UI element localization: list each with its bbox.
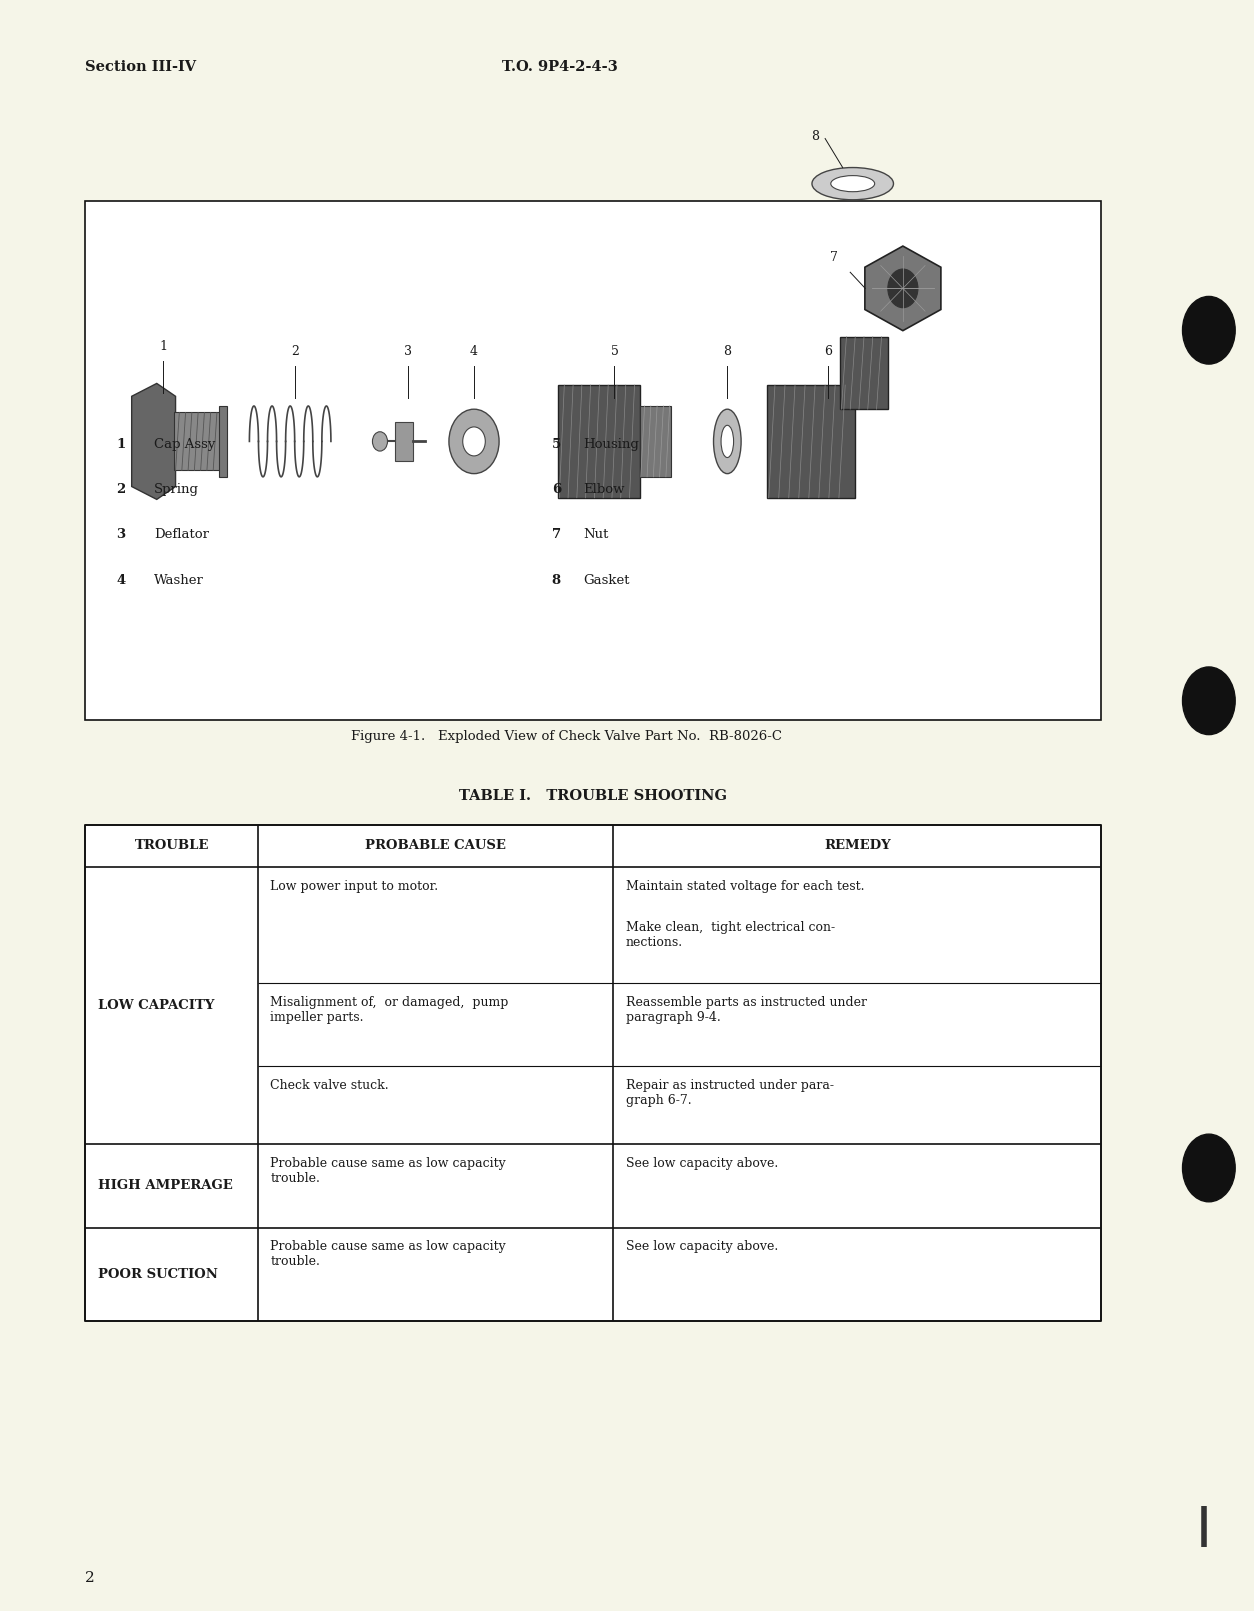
- Text: 3: 3: [117, 528, 125, 541]
- Bar: [174, 412, 222, 470]
- Ellipse shape: [714, 409, 741, 474]
- Text: 8: 8: [811, 130, 819, 143]
- Text: Deflator: Deflator: [154, 528, 209, 541]
- Text: Repair as instructed under para-
graph 6-7.: Repair as instructed under para- graph 6…: [626, 1079, 834, 1107]
- Text: Cap Assy: Cap Assy: [154, 438, 216, 451]
- Text: 3: 3: [404, 345, 411, 358]
- Text: 5: 5: [611, 345, 618, 358]
- Text: 4: 4: [117, 574, 125, 586]
- Text: Elbow: Elbow: [583, 483, 624, 496]
- Bar: [219, 406, 227, 477]
- Circle shape: [1183, 296, 1235, 364]
- Text: Nut: Nut: [583, 528, 608, 541]
- Text: 5: 5: [552, 438, 561, 451]
- Bar: [558, 385, 640, 498]
- Ellipse shape: [830, 176, 875, 192]
- Text: LOW CAPACITY: LOW CAPACITY: [98, 999, 214, 1012]
- Text: See low capacity above.: See low capacity above.: [626, 1157, 779, 1170]
- Text: 2: 2: [117, 483, 125, 496]
- Bar: [640, 406, 671, 477]
- Polygon shape: [865, 246, 940, 330]
- Text: 8: 8: [552, 574, 561, 586]
- Text: Spring: Spring: [154, 483, 199, 496]
- Text: 4: 4: [470, 345, 478, 358]
- Text: Reassemble parts as instructed under
paragraph 9-4.: Reassemble parts as instructed under par…: [626, 996, 867, 1023]
- Text: Probable cause same as low capacity
trouble.: Probable cause same as low capacity trou…: [271, 1157, 507, 1184]
- Text: 6: 6: [552, 483, 561, 496]
- Text: 7: 7: [830, 251, 838, 264]
- Circle shape: [888, 269, 918, 308]
- Text: Check valve stuck.: Check valve stuck.: [271, 1079, 389, 1092]
- Text: Make clean,  tight electrical con-
nections.: Make clean, tight electrical con- nectio…: [626, 921, 835, 949]
- Text: 1: 1: [159, 340, 167, 353]
- Text: 8: 8: [724, 345, 731, 358]
- Text: 2: 2: [85, 1571, 95, 1585]
- Bar: [85, 201, 1101, 720]
- Bar: [840, 337, 888, 409]
- Ellipse shape: [721, 425, 734, 458]
- Polygon shape: [132, 383, 176, 499]
- Text: 2: 2: [291, 345, 298, 358]
- Bar: [85, 825, 1101, 1321]
- Circle shape: [449, 409, 499, 474]
- Circle shape: [372, 432, 387, 451]
- Text: T.O. 9P4-2-4-3: T.O. 9P4-2-4-3: [502, 60, 617, 74]
- Bar: [767, 385, 855, 498]
- Text: PROBABLE CAUSE: PROBABLE CAUSE: [365, 839, 507, 852]
- Bar: [395, 422, 413, 461]
- Text: HIGH AMPERAGE: HIGH AMPERAGE: [98, 1179, 232, 1192]
- Text: POOR SUCTION: POOR SUCTION: [98, 1268, 218, 1281]
- Circle shape: [1183, 1134, 1235, 1202]
- Text: Maintain stated voltage for each test.: Maintain stated voltage for each test.: [626, 880, 864, 892]
- Text: 1: 1: [117, 438, 125, 451]
- Text: 7: 7: [552, 528, 561, 541]
- Text: TABLE I.   TROUBLE SHOOTING: TABLE I. TROUBLE SHOOTING: [459, 789, 727, 804]
- Text: Housing: Housing: [583, 438, 640, 451]
- Text: 6: 6: [824, 345, 831, 358]
- Text: See low capacity above.: See low capacity above.: [626, 1240, 779, 1253]
- Circle shape: [1183, 667, 1235, 735]
- Text: Gasket: Gasket: [583, 574, 630, 586]
- Text: Washer: Washer: [154, 574, 204, 586]
- Text: Low power input to motor.: Low power input to motor.: [271, 880, 439, 892]
- Text: Misalignment of,  or damaged,  pump
impeller parts.: Misalignment of, or damaged, pump impell…: [271, 996, 509, 1023]
- Text: Probable cause same as low capacity
trouble.: Probable cause same as low capacity trou…: [271, 1240, 507, 1268]
- Text: TROUBLE: TROUBLE: [134, 839, 209, 852]
- Text: Section III-IV: Section III-IV: [85, 60, 197, 74]
- Circle shape: [463, 427, 485, 456]
- Ellipse shape: [813, 168, 893, 200]
- Text: Figure 4-1.   Exploded View of Check Valve Part No.  RB-8026-C: Figure 4-1. Exploded View of Check Valve…: [351, 730, 782, 743]
- Text: REMEDY: REMEDY: [824, 839, 890, 852]
